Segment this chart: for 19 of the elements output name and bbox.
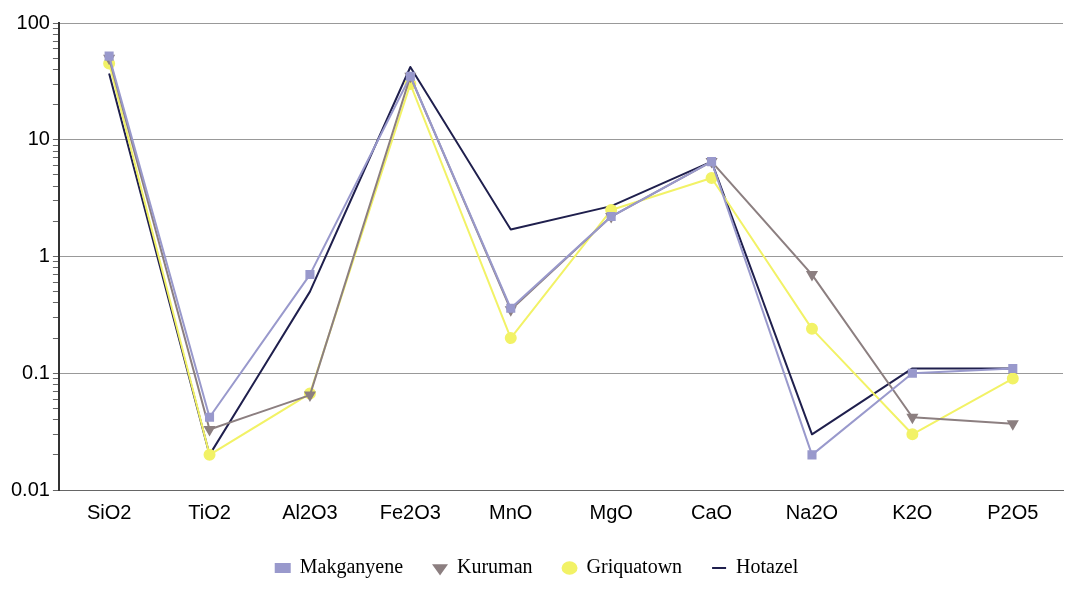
x-tick-label: MnO xyxy=(489,500,533,523)
y-tick-label: 1 xyxy=(38,244,50,267)
legend-label: Makganyene xyxy=(299,555,404,579)
x-tick-label: SiO2 xyxy=(86,500,132,523)
y-tick-label: 0.1 xyxy=(22,360,50,383)
y-tick-label: 10 xyxy=(27,127,50,150)
x-tick-label: P2O5 xyxy=(987,500,1039,523)
x-tick-label: Al2O3 xyxy=(282,500,338,523)
legend-label: Hotazel xyxy=(736,555,799,578)
x-tick-label: CaO xyxy=(691,500,733,523)
legend-label: Griquatown xyxy=(586,555,683,579)
x-tick-label: Fe2O3 xyxy=(379,500,441,523)
y-tick-label: 0.01 xyxy=(10,477,50,500)
x-tick-label: K2O xyxy=(892,500,933,523)
x-tick-label: Na2O xyxy=(785,500,839,523)
y-tick-label: 100 xyxy=(16,10,50,33)
legend-label: Kuruman xyxy=(457,555,533,578)
x-tick-label: TiO2 xyxy=(188,500,231,523)
x-tick-label: MgO xyxy=(589,500,633,523)
